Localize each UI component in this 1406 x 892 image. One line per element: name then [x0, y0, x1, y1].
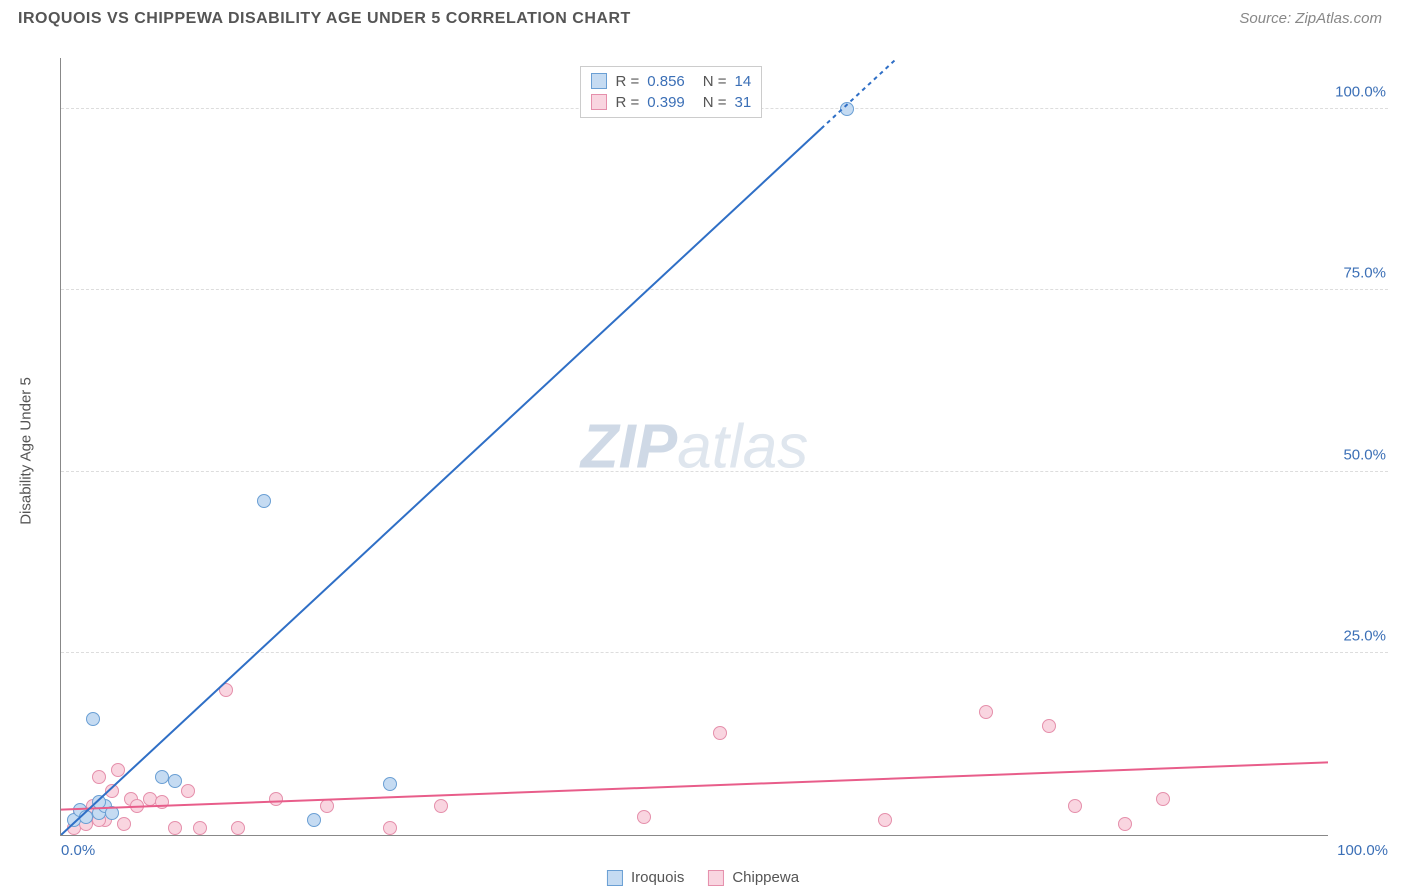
- scatter-point-chippewa: [1042, 719, 1056, 733]
- scatter-point-chippewa: [193, 821, 207, 835]
- y-tick-label: 75.0%: [1332, 265, 1386, 282]
- source-label: Source:: [1239, 10, 1295, 27]
- scatter-point-chippewa: [878, 813, 892, 827]
- legend-label-iroquois: Iroquois: [631, 869, 684, 886]
- scatter-point-chippewa: [111, 763, 125, 777]
- stats-swatch-iroquois: [591, 73, 607, 89]
- stats-swatch-chippewa: [591, 94, 607, 110]
- plot-area: ZIPatlas 25.0%50.0%75.0%100.0%0.0%100.0%…: [60, 58, 1328, 836]
- scatter-point-chippewa: [155, 795, 169, 809]
- legend-item-chippewa: Chippewa: [708, 869, 799, 886]
- stats-legend: R = 0.856 N = 14 R = 0.399 N = 31: [580, 66, 762, 118]
- grid-line: [61, 289, 1388, 290]
- scatter-point-chippewa: [269, 792, 283, 806]
- scatter-point-chippewa: [1156, 792, 1170, 806]
- scatter-point-chippewa: [92, 770, 106, 784]
- chart-container: Disability Age Under 5 ZIPatlas 25.0%50.…: [18, 42, 1388, 860]
- scatter-point-chippewa: [713, 726, 727, 740]
- stats-r-label: R =: [615, 73, 639, 90]
- trend-line: [821, 58, 897, 129]
- scatter-point-chippewa: [231, 821, 245, 835]
- legend-swatch-chippewa: [708, 870, 724, 886]
- scatter-point-iroquois: [383, 777, 397, 791]
- scatter-point-chippewa: [434, 799, 448, 813]
- scatter-point-chippewa: [320, 799, 334, 813]
- y-tick-label: 100.0%: [1332, 83, 1386, 100]
- y-tick-label: 25.0%: [1332, 628, 1386, 645]
- scatter-point-iroquois: [257, 494, 271, 508]
- source-value: ZipAtlas.com: [1295, 10, 1382, 27]
- stats-n-label: N =: [703, 73, 727, 90]
- stats-r-value-chippewa: 0.399: [647, 94, 685, 111]
- scatter-point-chippewa: [1068, 799, 1082, 813]
- x-tick-label-max: 100.0%: [1337, 842, 1388, 859]
- stats-n-value-iroquois: 14: [735, 73, 752, 90]
- y-tick-label: 50.0%: [1332, 446, 1386, 463]
- chart-source: Source: ZipAtlas.com: [1239, 10, 1382, 28]
- stats-n-label: N =: [703, 94, 727, 111]
- scatter-point-iroquois: [105, 806, 119, 820]
- x-tick-label-min: 0.0%: [61, 842, 95, 859]
- scatter-point-iroquois: [86, 712, 100, 726]
- scatter-point-chippewa: [637, 810, 651, 824]
- legend-swatch-iroquois: [607, 870, 623, 886]
- trend-line: [61, 129, 821, 835]
- scatter-point-chippewa: [181, 784, 195, 798]
- scatter-point-chippewa: [219, 683, 233, 697]
- stats-legend-row-chippewa: R = 0.399 N = 31: [591, 92, 751, 113]
- stats-r-value-iroquois: 0.856: [647, 73, 685, 90]
- bottom-legend: Iroquois Chippewa: [607, 869, 799, 886]
- scatter-point-chippewa: [105, 784, 119, 798]
- stats-legend-row-iroquois: R = 0.856 N = 14: [591, 71, 751, 92]
- scatter-point-chippewa: [979, 705, 993, 719]
- scatter-point-chippewa: [168, 821, 182, 835]
- grid-line: [61, 652, 1388, 653]
- legend-item-iroquois: Iroquois: [607, 869, 684, 886]
- scatter-point-iroquois: [840, 102, 854, 116]
- scatter-point-iroquois: [168, 774, 182, 788]
- scatter-point-chippewa: [117, 817, 131, 831]
- scatter-point-chippewa: [1118, 817, 1132, 831]
- scatter-point-iroquois: [92, 795, 106, 809]
- scatter-point-chippewa: [130, 799, 144, 813]
- scatter-point-iroquois: [307, 813, 321, 827]
- trend-lines-layer: [61, 58, 1328, 835]
- chart-title: IROQUOIS VS CHIPPEWA DISABILITY AGE UNDE…: [18, 10, 631, 28]
- legend-label-chippewa: Chippewa: [732, 869, 799, 886]
- stats-n-value-chippewa: 31: [735, 94, 752, 111]
- y-axis-title: Disability Age Under 5: [18, 377, 35, 525]
- grid-line: [61, 471, 1388, 472]
- stats-r-label: R =: [615, 94, 639, 111]
- trend-line: [61, 762, 1328, 809]
- scatter-point-chippewa: [383, 821, 397, 835]
